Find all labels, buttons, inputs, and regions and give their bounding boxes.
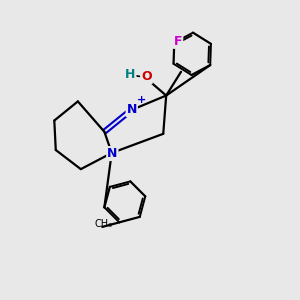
Text: N: N [107,147,118,160]
Text: O: O [141,70,152,83]
Text: +: + [136,95,146,105]
Text: CH₃: CH₃ [95,219,113,229]
Text: N: N [127,103,137,116]
Text: F: F [174,34,182,48]
Text: H: H [125,68,136,81]
